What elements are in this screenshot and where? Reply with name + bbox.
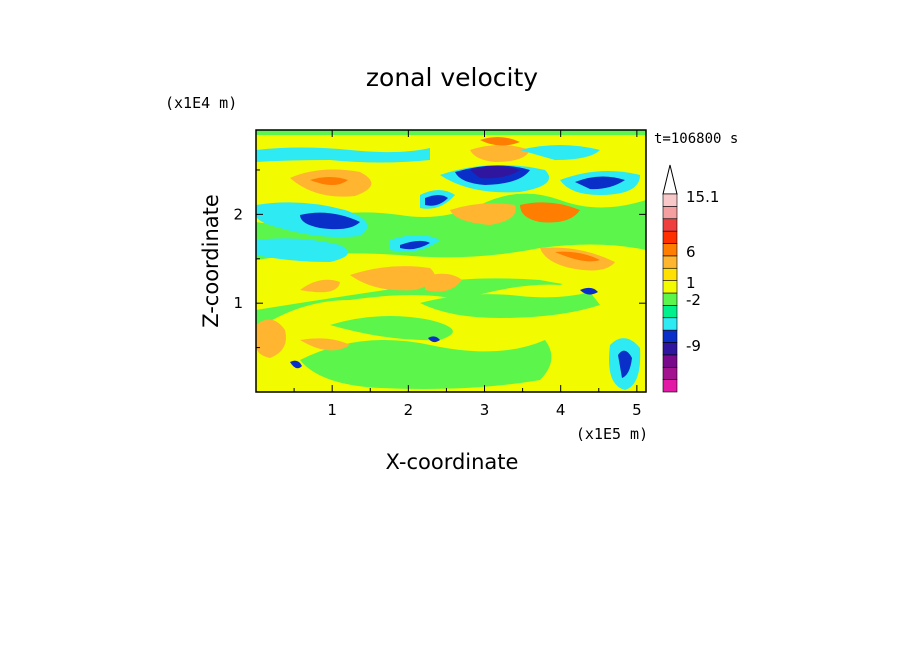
colorbar-segment — [662, 255, 678, 269]
x-tick-label: 1 — [327, 401, 337, 419]
y-axis: 12 — [233, 169, 646, 349]
colorbar-segment — [662, 317, 678, 331]
chart-title: zonal velocity — [366, 63, 538, 92]
colorbar-segment — [662, 267, 678, 281]
colorbar-label: -9 — [686, 337, 701, 355]
plot-area — [255, 129, 647, 393]
colorbar-segment — [662, 292, 678, 306]
colorbar-segment — [662, 280, 678, 294]
colorbar-segment — [662, 305, 678, 319]
colorbar-segment — [662, 243, 678, 257]
x-axis: 1 2 3 4 5 — [293, 130, 642, 419]
x-axis-label: X-coordinate — [386, 450, 519, 474]
colorbar — [662, 164, 678, 393]
colorbar-label: 15.1 — [686, 188, 719, 206]
colorbar-segment — [662, 379, 678, 393]
colorbar-label: 6 — [686, 243, 696, 261]
colorbar-segment — [662, 230, 678, 244]
time-label: t=106800 s — [654, 131, 738, 147]
colorbar-segment — [662, 206, 678, 220]
field-contours — [256, 135, 646, 392]
y-axis-label: Z-coordinate — [199, 194, 223, 328]
x-tick-label: 5 — [632, 401, 642, 419]
plot-frame — [255, 129, 647, 393]
x-tick-label: 3 — [480, 401, 490, 419]
colorbar-segment — [662, 193, 678, 207]
colorbar-segment — [662, 218, 678, 232]
colorbar-segment — [662, 354, 678, 368]
x-tick-label: 4 — [556, 401, 566, 419]
colorbar-top-arrow — [662, 164, 678, 195]
x-unit-label: (x1E5 m) — [576, 425, 648, 443]
colorbar-segment — [662, 329, 678, 343]
colorbar-label: 1 — [686, 274, 696, 292]
colorbar-segment — [662, 342, 678, 356]
y-tick-label: 2 — [233, 205, 243, 223]
colorbar-segment — [662, 366, 678, 380]
x-tick-label: 2 — [404, 401, 414, 419]
colorbar-labels: 15.1 6 1-2 -9 — [686, 188, 719, 355]
y-unit-label: (x1E4 m) — [165, 94, 237, 112]
y-tick-label: 1 — [233, 294, 243, 312]
colorbar-label: -2 — [686, 291, 701, 309]
